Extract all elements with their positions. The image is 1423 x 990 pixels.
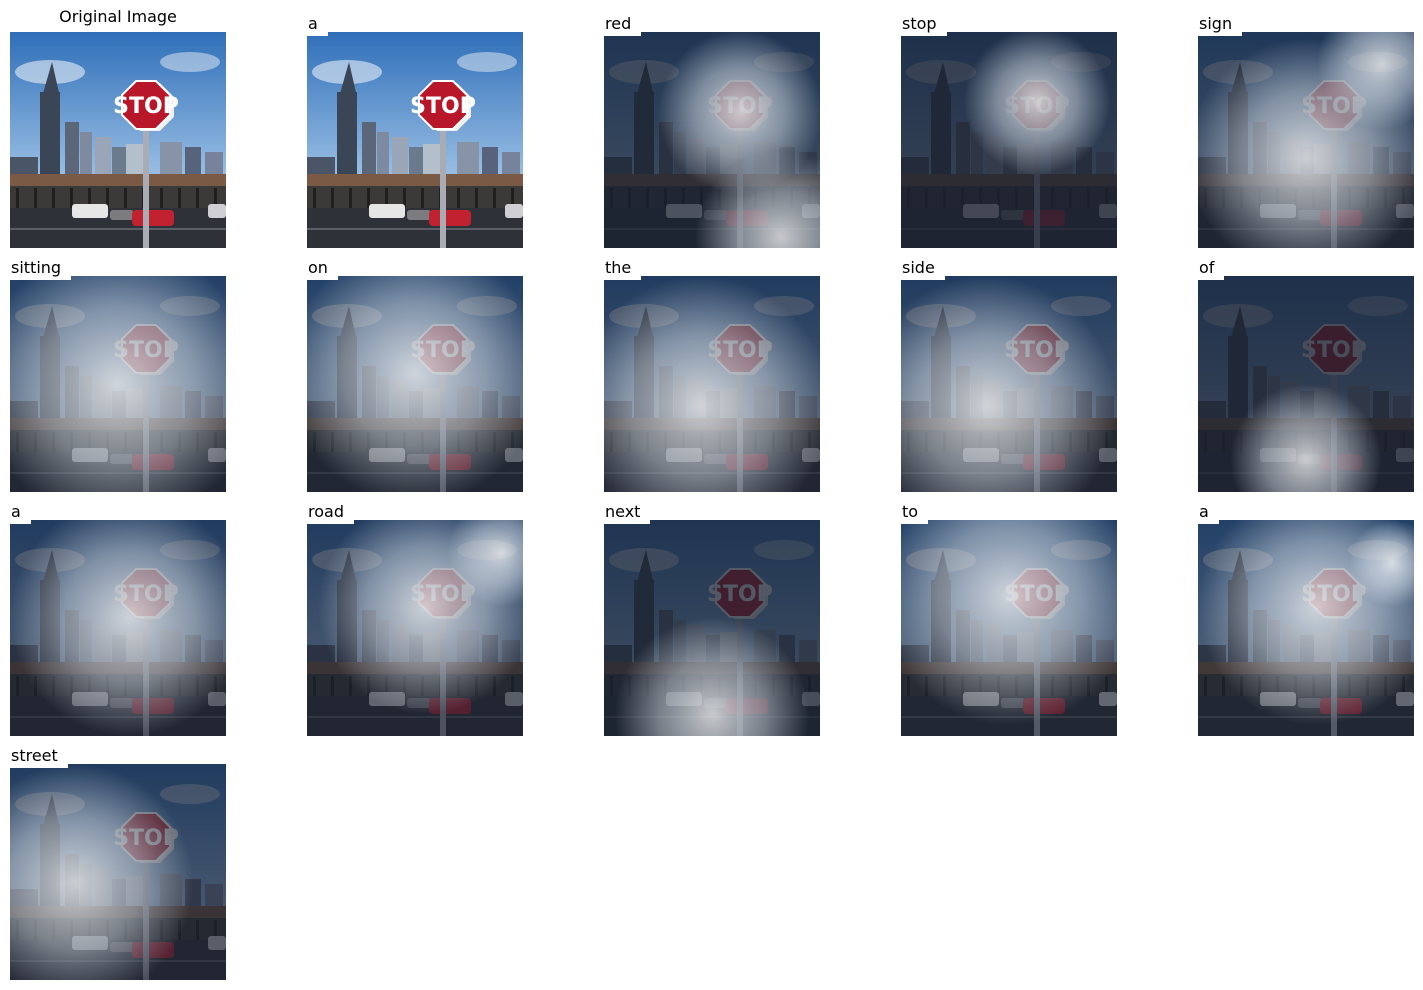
original-image-title: Original Image	[59, 7, 177, 26]
word-label: road	[307, 502, 354, 524]
attention-map: STOPto	[901, 502, 1117, 736]
word-label: on	[307, 258, 338, 280]
original-image: STOP	[10, 32, 226, 248]
attention-map: STOPred	[604, 14, 820, 248]
attention-map-canvas: STOP	[604, 276, 820, 492]
word-label: street	[10, 746, 68, 768]
word-label: to	[901, 502, 929, 524]
attention-map-canvas: STOP	[307, 276, 523, 492]
attention-map-canvas: STOP	[901, 276, 1117, 492]
attention-map: STOPof	[1198, 258, 1414, 492]
attention-map-canvas: STOP	[604, 32, 820, 248]
attention-map: STOP a	[307, 14, 523, 248]
attention-map: STOProad	[307, 502, 523, 736]
svg-text:STOP: STOP	[113, 94, 179, 119]
attention-map-canvas: STOP	[901, 32, 1117, 248]
attention-map: STOPnext	[604, 502, 820, 736]
attention-map-canvas: STOP	[604, 520, 820, 736]
attention-map-canvas: STOP	[1198, 276, 1414, 492]
word-label: red	[604, 14, 642, 36]
word-label: sign	[1198, 14, 1243, 36]
attention-map: STOPon	[307, 258, 523, 492]
word-label: next	[604, 502, 651, 524]
attention-map: STOPsitting	[10, 258, 226, 492]
attention-map: STOPsign	[1198, 14, 1414, 248]
attention-map-canvas: STOP	[901, 520, 1117, 736]
word-label: a	[307, 14, 328, 36]
attention-map: STOPstreet	[10, 746, 226, 980]
attention-map-canvas: STOP	[10, 520, 226, 736]
word-label: stop	[901, 14, 947, 36]
word-label: the	[604, 258, 642, 280]
attention-map-canvas: STOP	[10, 764, 226, 980]
attention-map-canvas: STOP	[1198, 520, 1414, 736]
word-label: of	[1198, 258, 1225, 280]
word-label: a	[1198, 502, 1219, 524]
attention-map: STOPstop	[901, 14, 1117, 248]
attention-map: STOPside	[901, 258, 1117, 492]
attention-map-canvas: STOP	[10, 276, 226, 492]
word-label: sitting	[10, 258, 72, 280]
word-label: a	[10, 502, 31, 524]
attention-map-canvas: STOP	[307, 520, 523, 736]
original-image-canvas: STOP	[10, 32, 226, 248]
attention-map-canvas: STOP	[307, 32, 523, 248]
attention-map-canvas: STOP	[1198, 32, 1414, 248]
attention-map: STOPthe	[604, 258, 820, 492]
word-label: side	[901, 258, 945, 280]
svg-text:STOP: STOP	[410, 94, 476, 119]
